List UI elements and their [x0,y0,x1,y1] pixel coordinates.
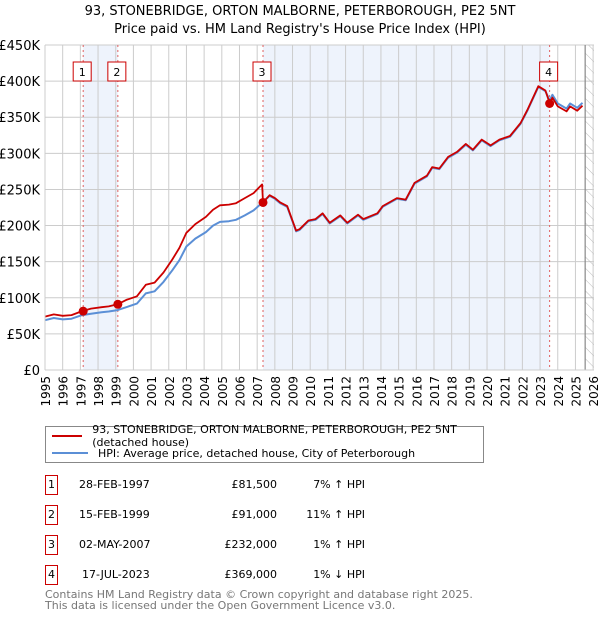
x-tick-label: 2007 [251,376,265,407]
sale-point [78,306,88,316]
x-tick-label: 2005 [216,376,230,407]
transaction-hpi: 7% ↑ HPI [313,478,365,491]
transaction-price: £232,000 [224,538,278,551]
x-tick-label: 2008 [269,376,283,407]
y-tick-label: £350K [0,111,40,126]
transaction-price: £369,000 [224,568,278,581]
x-tick-label: 2011 [322,376,336,407]
transaction-hpi: 1% ↑ HPI [313,538,365,551]
transaction-badge: 3 [45,535,58,555]
y-tick-label: £200K [0,220,40,235]
x-tick-label: 2024 [552,376,566,407]
footer-copyright: Contains HM Land Registry data © Crown c… [45,588,473,601]
forecast-hatch [585,45,594,370]
price-paid-line [44,85,584,318]
footer-licence: This data is licensed under the Open Gov… [45,599,396,612]
transaction-price: £81,500 [231,478,278,491]
sale-point [545,99,555,108]
legend: 93, STONEBRIDGE, ORTON MALBORNE, PETERBO… [45,423,484,463]
y-tick-label: £150K [0,256,40,271]
x-tick-label: 2002 [163,376,177,407]
sale-point [258,197,268,207]
x-tick-label: 2014 [375,376,389,407]
legend-label: 93, STONEBRIDGE, ORTON MALBORNE, PETERBO… [92,423,457,449]
footer: Contains HM Land Registry data © Crown c… [45,589,473,611]
shaded-period-3-4 [263,45,550,370]
x-tick-label: 2004 [198,376,212,407]
transaction-price: £91,000 [231,508,278,521]
y-tick-label: £450K [0,39,40,54]
legend-item-price-paid: 93, STONEBRIDGE, ORTON MALBORNE, PETERBO… [46,423,483,449]
x-tick-label: 2019 [463,376,477,407]
y-tick-label: £250K [0,183,40,198]
legend-swatch-blue [52,452,88,454]
x-tick-label: 2020 [481,376,495,407]
x-tick-label: 2022 [516,376,530,407]
x-tick-label: 2023 [534,376,548,407]
transaction-date: 15-FEB-1999 [79,508,150,521]
x-tick-label: 1995 [39,376,53,407]
legend-item-hpi: HPI: Average price, detached house, City… [46,445,415,461]
sale-label: 3 [259,66,266,79]
x-tick-label: 2015 [393,376,407,407]
x-tick-label: 2000 [127,376,141,407]
legend-swatch-red [52,435,83,437]
y-tick-label: £400K [0,75,40,90]
x-tick-label: 2009 [287,376,301,407]
y-tick-label: £50K [7,328,41,343]
x-tick-label: 2026 [587,376,600,407]
x-tick-label: 2001 [145,376,159,407]
x-tick-label: 2016 [410,376,424,407]
x-tick-label: 2012 [340,376,354,407]
sale-label-box [107,61,127,82]
transaction-date: 02-MAY-2007 [79,538,151,551]
x-tick-label: 2017 [428,376,442,407]
transaction-date: 28-FEB-1997 [79,478,150,491]
x-tick-label: 1997 [74,376,88,407]
chart-title: 93, STONEBRIDGE, ORTON MALBORNE, PETERBO… [84,4,516,19]
sale-label-box [252,61,272,82]
x-tick-label: 2006 [233,376,247,407]
price-chart: £0 £50K £100K £150K £200K £250K £300K £350K £400… [0,39,600,407]
transaction-date: 17-JUL-2023 [82,568,150,581]
transaction-hpi: 11% ↑ HPI [306,508,365,521]
shaded-period-1-2 [83,45,118,370]
transaction-badge: 4 [45,565,58,585]
legend-label: HPI: Average price, detached house, City… [98,446,416,460]
sale-label: 2 [113,66,120,79]
sale-label-box [539,61,559,82]
sale-label: 1 [79,66,86,79]
x-tick-label: 1996 [57,376,71,407]
x-tick-label: 1998 [92,376,106,407]
transaction-badge: 2 [45,505,58,525]
sale-point [113,299,123,309]
transaction-badge: 1 [45,475,58,495]
sale-label: 4 [545,66,552,79]
sale-label-box [72,61,92,82]
x-tick-label: 2010 [304,376,318,407]
y-tick-label: £0 [23,364,40,379]
x-tick-label: 1999 [110,376,124,407]
x-tick-label: 2025 [569,376,583,407]
transaction-hpi: 1% ↓ HPI [313,568,365,581]
chart-subtitle: Price paid vs. HM Land Registry's House … [114,22,486,37]
x-tick-label: 2013 [357,376,371,407]
x-tick-label: 2003 [180,376,194,407]
x-tick-label: 2021 [499,376,513,407]
x-tick-label: 2018 [446,376,460,407]
y-tick-label: £100K [0,292,40,307]
y-tick-label: £300K [0,147,40,162]
